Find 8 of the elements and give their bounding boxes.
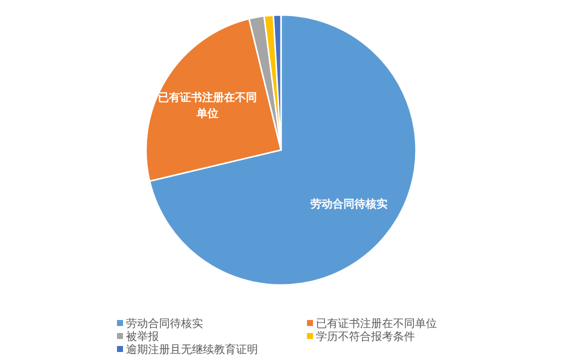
legend-label: 劳动合同待核实 bbox=[126, 317, 203, 330]
legend-label: 被举报 bbox=[126, 330, 159, 343]
legend-label: 已有证书注册在不同单位 bbox=[316, 317, 437, 330]
legend-label: 学历不符合报考条件 bbox=[316, 330, 415, 343]
legend-label: 逾期注册且无继续教育证明 bbox=[126, 343, 258, 356]
pie-slice bbox=[148, 14, 417, 286]
data-label: 已有证书注册在不同单位 bbox=[158, 90, 257, 120]
data-label: 劳动合同待核实 bbox=[310, 198, 388, 211]
